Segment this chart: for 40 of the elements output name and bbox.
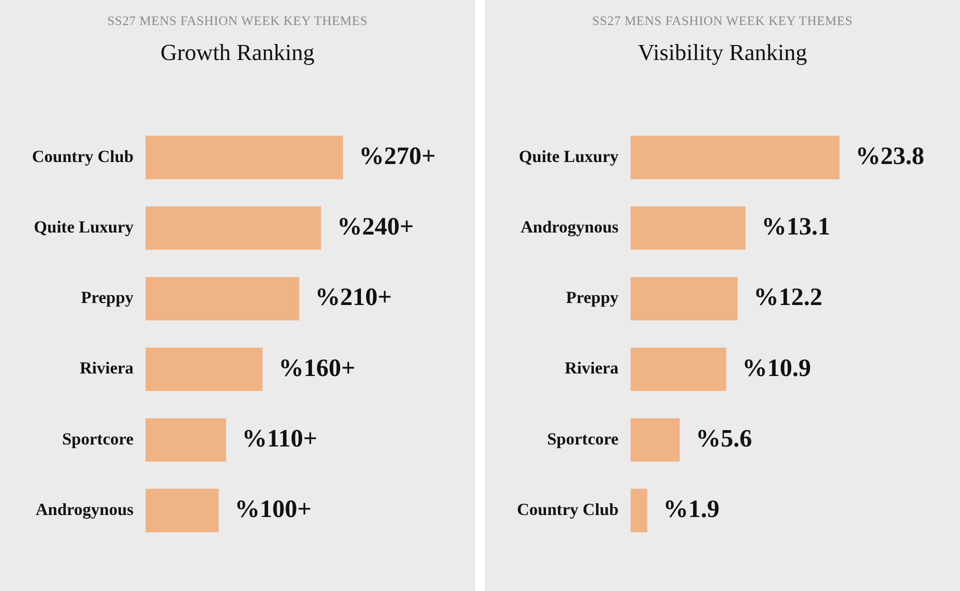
bar — [630, 488, 648, 532]
bar — [630, 348, 726, 392]
y-tick-label: Riviera — [80, 358, 134, 378]
chart-title: Growth Ranking — [160, 40, 316, 66]
bar — [146, 276, 300, 320]
data-label: %110+ — [242, 425, 318, 452]
data-label: %240+ — [337, 214, 414, 241]
bar — [630, 418, 680, 462]
chart-title: Visibility Ranking — [636, 40, 808, 66]
y-tick-label: Riviera — [564, 358, 620, 378]
data-label: %23.8 — [855, 142, 924, 170]
data-label: %210+ — [315, 284, 392, 312]
data-label: %13.1 — [762, 214, 830, 241]
bar — [146, 488, 219, 532]
data-label: %1.9 — [663, 496, 720, 523]
y-tick-label: Preppy — [566, 288, 620, 308]
y-tick-label: Quite Luxury — [518, 146, 620, 166]
y-tick-label: Sportcore — [547, 429, 619, 448]
chart-subtitle: SS27 MENS FASHION WEEK KEY THEMES — [591, 13, 854, 29]
data-label: %10.9 — [742, 354, 811, 382]
bar — [630, 206, 746, 250]
y-tick-label: Androgynous — [36, 500, 134, 519]
bar — [146, 206, 322, 250]
y-tick-label: Androgynous — [520, 217, 619, 236]
bar — [146, 348, 263, 392]
data-label: %100+ — [234, 496, 312, 523]
y-tick-label: Country Club — [516, 500, 619, 519]
y-tick-label: Preppy — [80, 288, 134, 308]
y-tick-label: Sportcore — [62, 429, 134, 448]
bar — [146, 418, 226, 462]
bar — [630, 136, 840, 180]
y-tick-label: Country Club — [32, 146, 134, 166]
chart-subtitle: SS27 MENS FASHION WEEK KEY THEMES — [106, 13, 369, 29]
data-label: %12.2 — [754, 284, 822, 312]
bar — [630, 276, 738, 320]
bar — [146, 136, 344, 180]
y-tick-label: Quite Luxury — [34, 217, 134, 236]
data-label: %160+ — [278, 354, 356, 382]
data-label: %5.6 — [696, 425, 752, 452]
data-label: %270+ — [359, 142, 436, 170]
